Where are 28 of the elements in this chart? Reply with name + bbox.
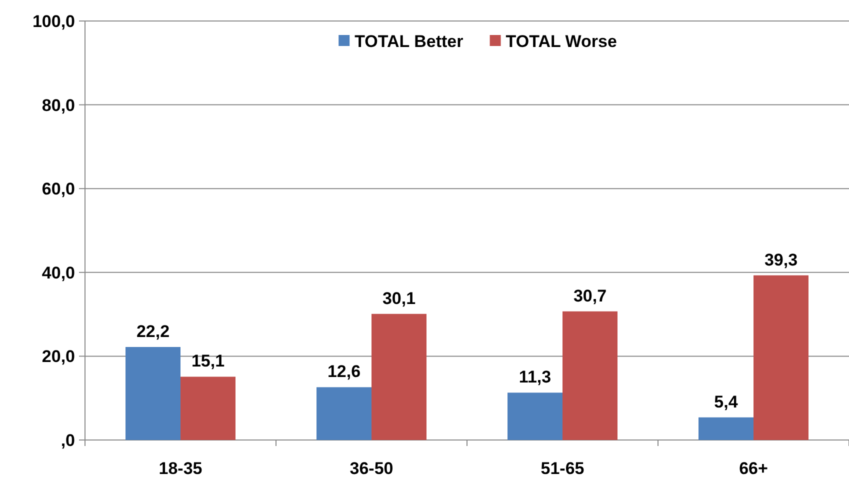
data-label: 30,1 bbox=[382, 288, 416, 308]
y-tick-label: 20,0 bbox=[42, 347, 75, 366]
y-tick-label: 80,0 bbox=[42, 96, 75, 115]
legend-label: TOTAL Better bbox=[354, 32, 464, 51]
data-label: 30,7 bbox=[573, 286, 607, 306]
y-tick-label: ,0 bbox=[60, 430, 75, 450]
bar bbox=[508, 392, 562, 440]
bar bbox=[126, 346, 180, 440]
bar bbox=[180, 376, 236, 440]
data-label: 12,6 bbox=[327, 362, 361, 382]
x-tick-label: 36-50 bbox=[350, 459, 394, 478]
bar bbox=[754, 275, 808, 440]
y-tick-label: 40,0 bbox=[42, 263, 75, 282]
bar bbox=[316, 387, 372, 440]
data-label: 11,3 bbox=[518, 368, 552, 387]
x-tick-label: 66+ bbox=[739, 459, 768, 478]
bar bbox=[372, 314, 426, 440]
y-tick-label: 100,0 bbox=[32, 12, 75, 31]
bar bbox=[562, 311, 618, 440]
y-tick-label: 60,0 bbox=[42, 180, 75, 199]
data-label: 5,4 bbox=[714, 392, 738, 412]
x-tick-label: 51-65 bbox=[540, 459, 584, 478]
data-label: 22,2 bbox=[136, 322, 170, 341]
x-tick-label: 18-35 bbox=[158, 459, 202, 478]
legend-label: TOTAL Worse bbox=[506, 32, 617, 51]
data-label: 15,1 bbox=[191, 352, 225, 371]
data-label: 39,3 bbox=[764, 250, 798, 270]
bar bbox=[698, 417, 754, 440]
